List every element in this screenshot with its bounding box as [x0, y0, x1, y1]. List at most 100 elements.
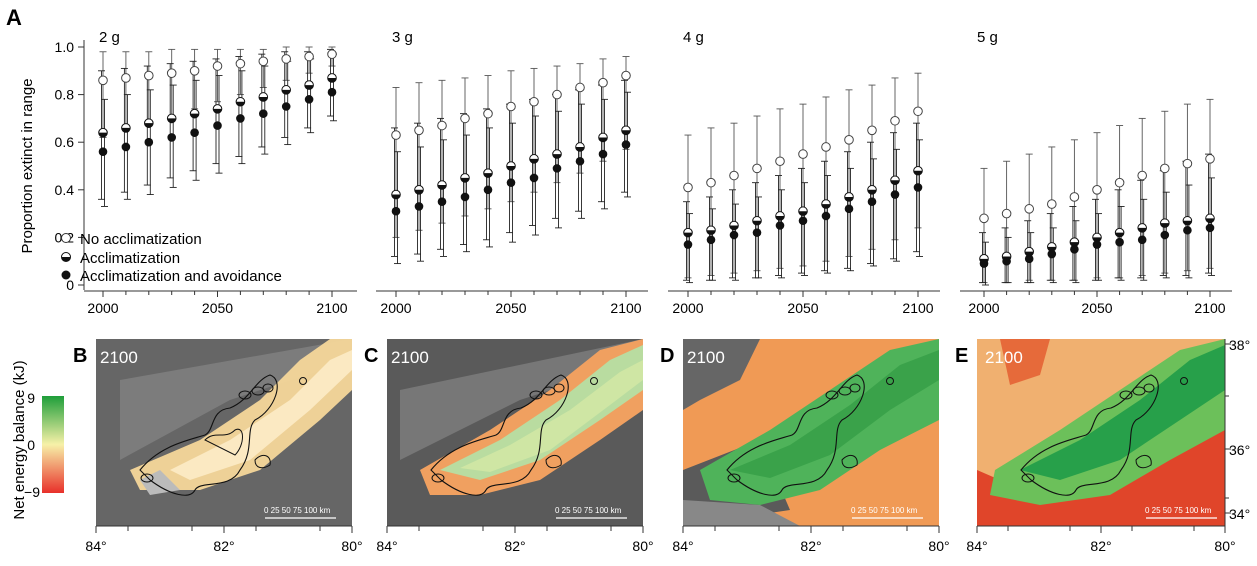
- point-acclimatization: [598, 132, 608, 143]
- map-c-year: 2100: [391, 348, 429, 367]
- point-acclimatization: [391, 189, 401, 200]
- point-acclimatization: [414, 185, 424, 195]
- panel-title: 4 g: [683, 29, 704, 46]
- point-acclimatization: [98, 127, 108, 138]
- point-acclimatization-and-avoidance: [1205, 223, 1215, 233]
- map-b-year: 2100: [100, 348, 138, 367]
- point-acclimatization-and-avoidance: [259, 109, 268, 118]
- point-no-acclimatization: [189, 66, 200, 76]
- panel-title: 2 g: [99, 29, 120, 46]
- point-no-acclimatization: [621, 70, 631, 81]
- x-tick-label: 2100: [1194, 300, 1225, 316]
- point-acclimatization: [867, 185, 877, 195]
- point-acclimatization: [729, 220, 739, 231]
- point-acclimatization: [1160, 218, 1170, 228]
- point-acclimatization-and-avoidance: [1160, 230, 1170, 240]
- plot-panels: 2000 2050 2100 2 g 2000 2050 2100 3 g 2000 2050 21…: [84, 29, 1232, 316]
- point-no-acclimatization: [414, 125, 424, 136]
- map-d-year: 2100: [687, 348, 725, 367]
- x-tick-label: 2000: [87, 300, 118, 316]
- point-acclimatization: [1114, 227, 1125, 238]
- map-b-letter: B: [73, 345, 87, 367]
- map-panel-d: D 2100 0 25 50 75 100 km: [660, 339, 939, 526]
- series-0: [684, 72, 922, 279]
- point-acclimatization: [437, 180, 447, 190]
- x-tick-label: 2000: [968, 300, 999, 316]
- point-no-acclimatization: [752, 163, 762, 174]
- y-tick-label: 0: [66, 277, 74, 293]
- point-acclimatization: [575, 142, 585, 152]
- point-acclimatization-and-avoidance: [1137, 235, 1147, 245]
- point-acclimatization-and-avoidance: [729, 230, 739, 240]
- series-0: [392, 56, 630, 238]
- point-acclimatization-and-avoidance: [483, 185, 493, 195]
- point-no-acclimatization: [166, 68, 177, 78]
- point-no-acclimatization: [1114, 177, 1125, 188]
- point-no-acclimatization: [844, 135, 854, 145]
- point-acclimatization-and-avoidance: [552, 164, 562, 173]
- x-tick-label: 2050: [495, 300, 526, 316]
- point-acclimatization: [529, 154, 539, 164]
- legend-label-acclimatization: Acclimatization: [80, 250, 180, 267]
- lon-tick-label: 80°: [341, 538, 362, 554]
- point-acclimatization: [844, 192, 854, 202]
- point-acclimatization-and-avoidance: [121, 142, 131, 152]
- point-no-acclimatization: [913, 106, 923, 117]
- x-tick-label: 2000: [672, 300, 703, 316]
- point-no-acclimatization: [144, 70, 154, 81]
- legend-open-circle-marker: [61, 233, 71, 243]
- point-no-acclimatization: [529, 96, 539, 107]
- point-acclimatization-and-avoidance: [1024, 254, 1034, 264]
- point-no-acclimatization: [867, 125, 877, 136]
- map-e-year: 2100: [985, 348, 1023, 367]
- point-acclimatization: [1137, 223, 1147, 233]
- colorbar-label: Net energy balance (kJ): [11, 360, 28, 519]
- point-acclimatization: [706, 225, 716, 236]
- lon-tick-label: 82°: [213, 538, 234, 554]
- point-no-acclimatization: [1182, 158, 1193, 169]
- point-acclimatization: [212, 104, 223, 114]
- point-acclimatization: [235, 96, 246, 107]
- point-acclimatization: [1205, 213, 1215, 224]
- point-acclimatization: [327, 73, 337, 83]
- point-acclimatization: [121, 123, 131, 133]
- point-acclimatization-and-avoidance: [213, 121, 222, 130]
- x-tick-label: 2050: [787, 300, 818, 316]
- point-no-acclimatization: [706, 177, 716, 188]
- map-panel-c: C 2100 0 25 50 75 100 km: [364, 339, 643, 526]
- colorbar-gradient: [42, 396, 64, 493]
- point-acclimatization-and-avoidance: [683, 240, 693, 249]
- point-no-acclimatization: [281, 54, 292, 64]
- point-no-acclimatization: [979, 213, 989, 224]
- point-acclimatization-and-avoidance: [867, 197, 877, 206]
- point-no-acclimatization: [121, 73, 131, 83]
- point-no-acclimatization: [1160, 163, 1170, 174]
- point-acclimatization-and-avoidance: [236, 114, 245, 123]
- legend-label-acclimatization-and-avoidance: Acclimatization and avoidance: [80, 268, 282, 285]
- point-no-acclimatization: [598, 77, 608, 88]
- y-tick-label: 0.8: [55, 87, 75, 103]
- lon-tick-label: 80°: [928, 538, 949, 554]
- point-acclimatization-and-avoidance: [98, 147, 108, 157]
- point-no-acclimatization: [327, 49, 337, 59]
- point-acclimatization-and-avoidance: [1115, 237, 1124, 247]
- point-no-acclimatization: [460, 113, 470, 124]
- point-no-acclimatization: [1024, 204, 1034, 214]
- y-tick-label: 0.6: [55, 134, 75, 150]
- point-no-acclimatization: [212, 61, 223, 71]
- lat-tick-36: 36°: [1229, 442, 1250, 458]
- scatter-panel-1: 2000 2050 2100 2 g: [84, 29, 357, 316]
- point-acclimatization-and-avoidance: [529, 173, 539, 183]
- lon-tick-label: 84°: [376, 538, 397, 554]
- point-acclimatization: [798, 206, 808, 217]
- point-acclimatization-and-avoidance: [706, 235, 716, 245]
- point-no-acclimatization: [1047, 199, 1057, 209]
- point-no-acclimatization: [506, 101, 516, 112]
- point-acclimatization: [144, 118, 154, 128]
- point-acclimatization: [1092, 232, 1102, 243]
- x-tick-label: 2100: [902, 300, 933, 316]
- latitude-axis: 38° 36° 34°: [1224, 337, 1250, 526]
- point-acclimatization-and-avoidance: [506, 178, 516, 187]
- x-tick-label: 2000: [380, 300, 411, 316]
